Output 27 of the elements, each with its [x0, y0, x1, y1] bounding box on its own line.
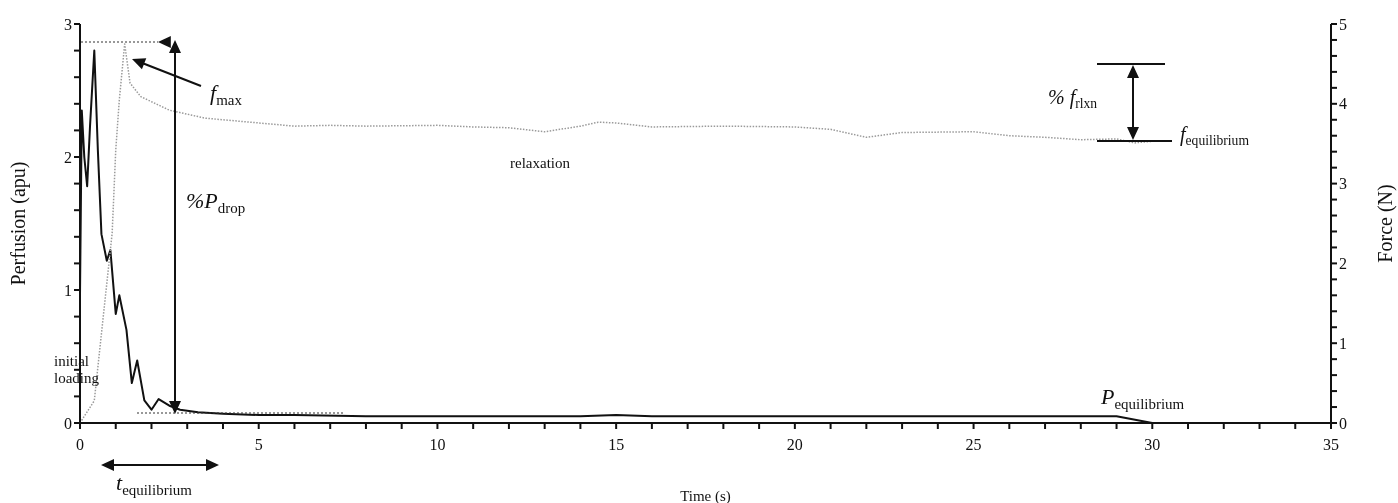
y2-tick-label: 1: [1339, 334, 1347, 352]
y-tick-label: 3: [64, 15, 72, 33]
y-axis-title: Perfusion (apu): [7, 161, 31, 286]
x-tick-label: 25: [965, 436, 982, 454]
y2-tick-label: 2: [1339, 255, 1347, 273]
y2-tick-label: 4: [1339, 95, 1347, 113]
annotation: P$_{equilibrium}$: [1100, 384, 1185, 412]
y2-tick-label: 5: [1339, 15, 1347, 33]
y-tick-label: 1: [64, 281, 72, 299]
y-tick-label: 2: [64, 148, 72, 166]
x-tick-label: 20: [786, 436, 803, 454]
y-tick-label: 0: [64, 414, 72, 432]
y2-tick-label: 0: [1339, 414, 1347, 432]
annotation: %P$_{drop}$: [186, 188, 246, 216]
annotation: f$_{equilibrium}$: [1180, 123, 1250, 149]
y2-axis-title: Force (N): [1374, 184, 1398, 263]
x-tick-label: 30: [1144, 436, 1161, 454]
y2-tick-label: 3: [1339, 175, 1347, 193]
annotation: % f$_{rlxn}$: [1048, 86, 1098, 112]
text: t$_{equilibrium}$: [116, 470, 193, 498]
x-tick-label: 35: [1323, 436, 1339, 454]
annotation: relaxation: [510, 155, 571, 171]
x-tick-label: 15: [608, 436, 625, 454]
annotation: f$_{max}$: [210, 80, 243, 108]
x-tick-label: 5: [254, 436, 263, 454]
x-tick-label: 10: [429, 436, 446, 454]
x-tick-label: 0: [76, 436, 84, 454]
